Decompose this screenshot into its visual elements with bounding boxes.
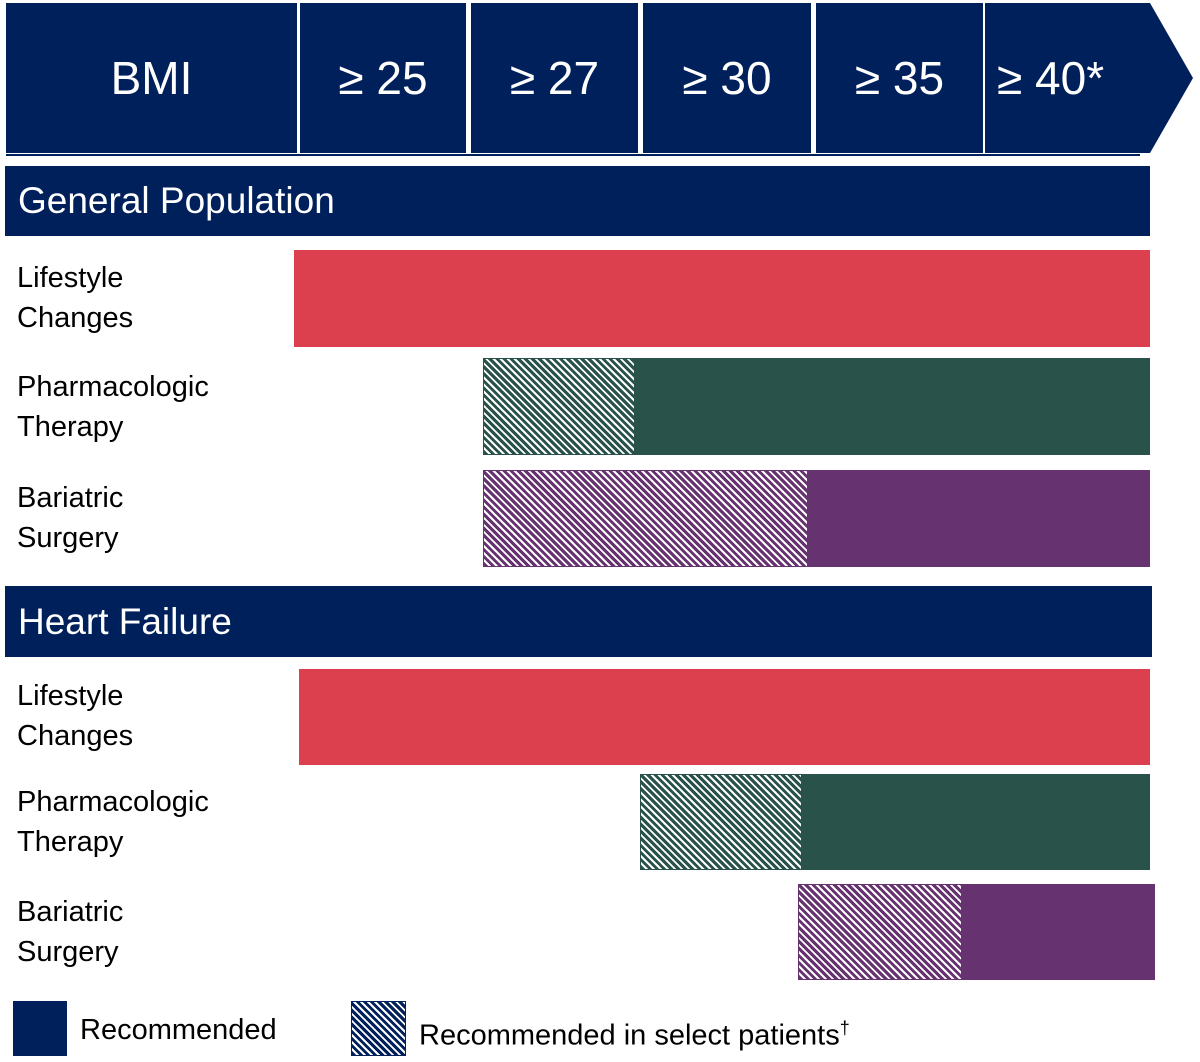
legend-swatch-recommended <box>13 1001 67 1056</box>
threshold-label: ≥ 35 <box>854 52 945 104</box>
bar-pharmacologic-recommended <box>802 774 1150 870</box>
bar-pharmacologic-select <box>483 358 635 455</box>
threshold-cell-30: ≥ 30 <box>643 3 811 153</box>
row-label-bariatric: Bariatric Surgery <box>17 892 287 972</box>
threshold-label: ≥ 40* <box>997 52 1105 104</box>
dagger-mark: † <box>839 1018 850 1038</box>
row-label-pharmacologic: Pharmacologic Therapy <box>17 782 287 862</box>
legend-label-select-patients: Recommended in select patients† <box>419 1008 850 1056</box>
threshold-cell-35: ≥ 35 <box>816 3 983 153</box>
header-underline <box>6 154 1140 156</box>
row-label-line: Pharmacologic <box>17 371 209 403</box>
row-label-line: Pharmacologic <box>17 786 209 818</box>
section-header-heart-failure: Heart Failure <box>5 586 1152 657</box>
threshold-cell-25: ≥ 25 <box>300 3 466 153</box>
bar-lifestyle-recommended <box>299 669 1150 765</box>
threshold-label: ≥ 30 <box>682 52 772 104</box>
threshold-label: ≥ 25 <box>338 52 428 104</box>
row-label-line: Bariatric <box>17 896 124 928</box>
bar-pharmacologic-select <box>640 774 802 870</box>
row-label-line: Bariatric <box>17 482 124 514</box>
bmi-label: BMI <box>110 52 193 104</box>
row-label-line: Therapy <box>17 826 124 858</box>
row-label-line: Lifestyle <box>17 680 124 712</box>
bmi-header-cell: BMI <box>6 3 297 153</box>
bar-bariatric-select <box>483 470 808 567</box>
bar-bariatric-select <box>798 884 962 980</box>
section-header-general-population: General Population <box>5 166 1150 236</box>
bar-bariatric-recommended <box>808 470 1150 567</box>
row-label-line: Therapy <box>17 411 124 443</box>
legend-swatch-select-patients <box>351 1001 406 1056</box>
arrow-shape <box>985 3 1193 153</box>
threshold-label: ≥ 27 <box>509 52 600 104</box>
row-label-line: Surgery <box>17 522 119 554</box>
legend-select-text: Recommended in select patients <box>419 1019 840 1052</box>
row-label-line: Surgery <box>17 936 119 968</box>
threshold-cell-27: ≥ 27 <box>471 3 638 153</box>
row-label-line: Changes <box>17 720 134 752</box>
threshold-cell-40-arrow: ≥ 40* <box>985 3 1195 153</box>
section-title: Heart Failure <box>18 600 232 642</box>
row-label-bariatric: Bariatric Surgery <box>17 478 287 558</box>
row-label-lifestyle: Lifestyle Changes <box>17 676 287 756</box>
legend-label-recommended: Recommended <box>80 1014 277 1046</box>
bar-pharmacologic-recommended <box>635 358 1150 455</box>
bar-lifestyle-recommended <box>294 250 1150 347</box>
row-label-line: Changes <box>17 302 134 334</box>
row-label-lifestyle: Lifestyle Changes <box>17 258 287 338</box>
section-title: General Population <box>18 180 335 221</box>
row-label-pharmacologic: Pharmacologic Therapy <box>17 367 287 447</box>
row-label-line: Lifestyle <box>17 262 124 294</box>
bar-bariatric-recommended <box>962 884 1155 980</box>
